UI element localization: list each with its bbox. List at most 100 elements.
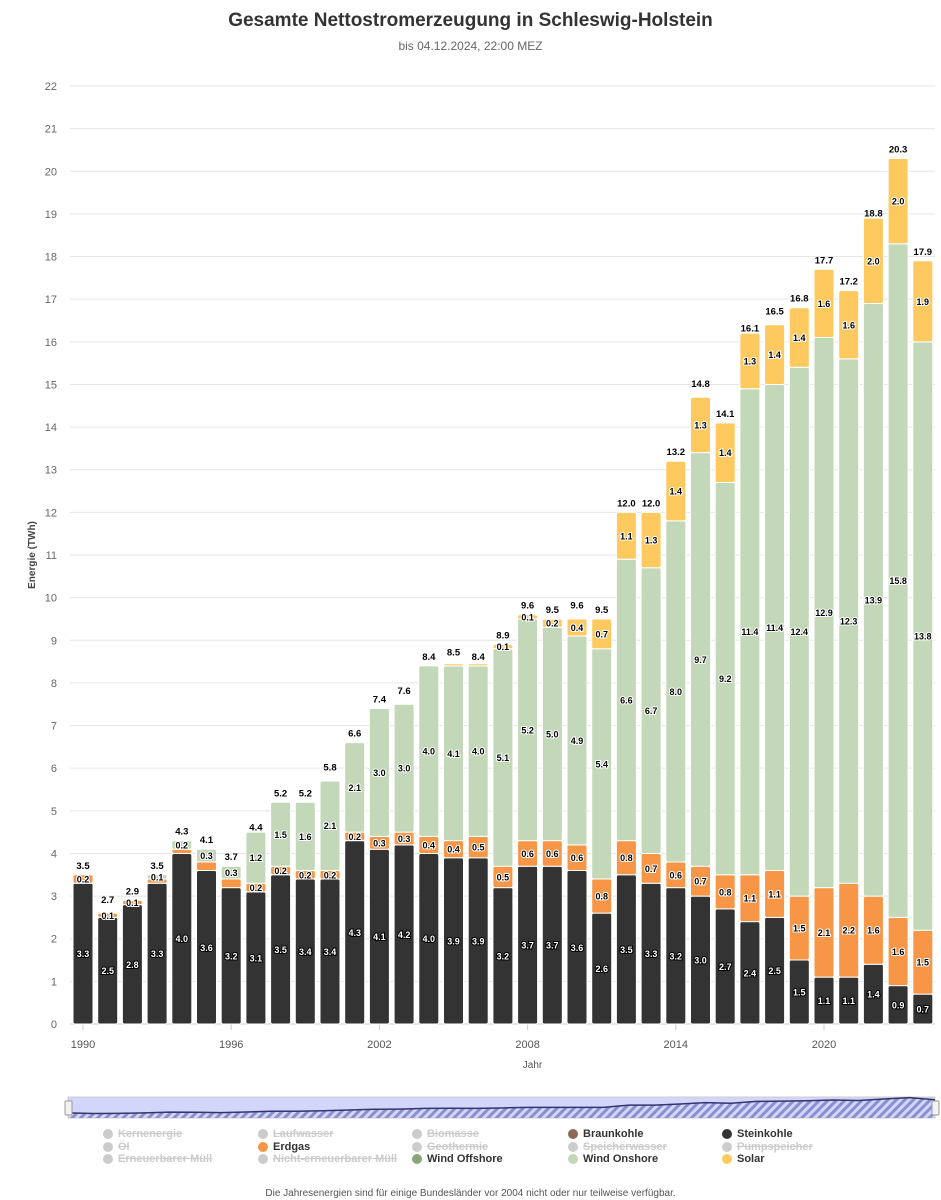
bar-erdgas[interactable]: [220, 878, 242, 889]
legend-item-laufwasser[interactable]: Laufwasser: [258, 1128, 334, 1140]
bar-solar[interactable]: [690, 396, 711, 454]
legend-item-solar[interactable]: Solar: [722, 1153, 765, 1165]
legend-item-nicht-erneuerbarer-müll[interactable]: Nicht-erneuerbarer Müll: [258, 1153, 397, 1165]
bar-wind-onshore[interactable]: [146, 874, 168, 880]
bar-stack-1998[interactable]: 3.5 0.2 1.5 5.2: [270, 788, 292, 1025]
legend-item-geothermie[interactable]: Geothermie: [412, 1141, 488, 1153]
bar-stack-2002[interactable]: 4.1 0.3 3.0 7.4: [368, 694, 390, 1025]
x-axis-label: Jahr: [523, 1060, 543, 1071]
bar-erdgas[interactable]: [72, 874, 94, 884]
total-label: 2.9: [126, 886, 139, 897]
bar-solar[interactable]: [764, 324, 786, 385]
total-label: 17.2: [839, 277, 858, 288]
bar-solar[interactable]: [838, 290, 860, 360]
data-label: 1.1: [768, 889, 781, 899]
legend-item-braunkohle[interactable]: Braunkohle: [568, 1128, 644, 1140]
bar-stack-2006[interactable]: 3.9 0.5 4.0 8.4: [467, 652, 489, 1025]
bar-wind-onshore[interactable]: [171, 840, 193, 850]
bar-stack-2003[interactable]: 4.2 0.3 3.0 7.6: [393, 686, 415, 1025]
bar-solar[interactable]: [714, 422, 736, 484]
bar-wind-onshore[interactable]: [220, 865, 242, 880]
bar-wind-onshore[interactable]: [245, 831, 267, 884]
bar-solar[interactable]: [813, 268, 835, 339]
bar-stack-2005[interactable]: 3.9 0.4 4.1 8.5: [443, 648, 464, 1025]
bar-stack-2014[interactable]: 3.2 0.6 8.0 1.4 13.2: [665, 447, 687, 1025]
bar-solar[interactable]: [665, 460, 687, 522]
bar-stack-2015[interactable]: 3.0 0.7 9.7 1.3 14.8: [690, 379, 711, 1025]
bar-stack-1990[interactable]: 3.3 0.2 3.5: [72, 861, 94, 1025]
bar-stack-2016[interactable]: 2.7 0.8 9.2 1.4 14.1: [714, 409, 736, 1025]
bar-stack-1994[interactable]: 4.0 0.2 4.3: [171, 827, 193, 1025]
bar-stack-1996[interactable]: 3.2 0.3 3.7: [220, 852, 242, 1025]
bar-solar[interactable]: [615, 511, 637, 560]
bar-solar[interactable]: [739, 332, 761, 390]
bar-stack-1993[interactable]: 3.3 0.13.5: [146, 861, 168, 1025]
bar-solar[interactable]: [492, 644, 514, 650]
bar-solar[interactable]: [591, 618, 613, 650]
bar-stack-2017[interactable]: 2.4 1.1 11.4 1.3 16.1: [739, 324, 761, 1025]
legend-item-wind-onshore[interactable]: Wind Onshore: [568, 1153, 658, 1165]
bar-solar[interactable]: [862, 217, 884, 304]
bar-stack-2007[interactable]: 3.2 0.5 5.1 0.18.9: [492, 631, 514, 1025]
bar-wind-onshore[interactable]: [319, 780, 341, 872]
bar-stack-2001[interactable]: 4.3 0.2 2.1 6.6: [344, 729, 366, 1025]
bar-solar[interactable]: [566, 618, 588, 637]
legend-item-biomasse[interactable]: Biomasse: [412, 1128, 479, 1140]
bar-solar[interactable]: [640, 511, 662, 569]
data-label: 3.6: [571, 943, 584, 953]
bar-wind-onshore[interactable]: [393, 703, 415, 833]
bar-stack-2011[interactable]: 2.6 0.8 5.4 0.7 9.5: [591, 605, 613, 1025]
legend-item-kernenergie[interactable]: Kernenergie: [103, 1128, 182, 1140]
bar-stack-2020[interactable]: 1.1 2.1 12.9 1.6 17.7: [813, 255, 835, 1025]
bar-stack-2024[interactable]: 0.7 1.5 13.8 1.9 17.9: [912, 247, 934, 1025]
data-label: 0.2: [299, 870, 312, 880]
legend-item-steinkohle[interactable]: Steinkohle: [722, 1128, 793, 1140]
bar-wind-onshore[interactable]: [196, 848, 217, 863]
bar-solar[interactable]: [788, 307, 810, 368]
bar-solar[interactable]: [517, 614, 539, 620]
legend-item-speicherwasser[interactable]: Speicherwasser: [568, 1141, 667, 1153]
bar-wind-onshore[interactable]: [344, 742, 366, 833]
bar-stack-2018[interactable]: 2.5 1.1 11.4 1.4 16.5: [764, 307, 786, 1025]
bar-erdgas[interactable]: [121, 899, 143, 906]
bar-solar[interactable]: [443, 663, 464, 667]
legend-item-erneuerbarer-müll[interactable]: Erneuerbarer Müll: [103, 1153, 212, 1165]
bar-stack-1995[interactable]: 3.6 0.3 4.1: [196, 835, 217, 1025]
bar-stack-2010[interactable]: 3.6 0.6 4.9 0.4 9.6: [566, 601, 588, 1025]
bar-stack-2023[interactable]: 0.9 1.6 15.8 2.0 20.3: [887, 144, 909, 1025]
navigator[interactable]: [64, 1096, 940, 1119]
navigator-handle[interactable]: [64, 1100, 73, 1116]
data-label: 1.6: [892, 947, 905, 957]
bar-solar[interactable]: [887, 157, 909, 245]
data-label: 1.5: [793, 924, 806, 934]
legend-item-erdgas[interactable]: Erdgas: [258, 1141, 310, 1153]
bar-erdgas[interactable]: [196, 861, 217, 872]
bar-stack-2008[interactable]: 3.7 0.6 5.2 0.19.6: [517, 601, 539, 1025]
bar-stack-2012[interactable]: 3.5 0.8 6.6 1.1 12.0: [615, 498, 637, 1025]
bar-stack-2013[interactable]: 3.3 0.7 6.7 1.3 12.0: [640, 498, 662, 1025]
bar-stack-2000[interactable]: 3.4 0.2 2.1 5.8: [319, 763, 341, 1025]
bar-stack-2021[interactable]: 1.1 2.2 12.3 1.6 17.2: [838, 277, 860, 1025]
bar-stack-1992[interactable]: 2.8 0.12.9: [121, 886, 143, 1025]
bar-stack-2004[interactable]: 4.0 0.4 4.0 8.4: [418, 652, 440, 1025]
legend-item-öl[interactable]: Öl: [103, 1141, 130, 1153]
bar-erdgas[interactable]: [97, 912, 119, 918]
bar-solar[interactable]: [467, 663, 489, 667]
bar-wind-onshore[interactable]: [418, 665, 440, 837]
bar-wind-onshore[interactable]: [270, 801, 292, 867]
bar-stack-2019[interactable]: 1.5 1.5 12.4 1.4 16.8: [788, 294, 810, 1025]
bar-solar[interactable]: [912, 260, 934, 343]
bar-stack-1991[interactable]: 2.5 0.1 2.7: [97, 895, 119, 1025]
data-label: 1.3: [694, 420, 707, 430]
bar-solar[interactable]: [541, 618, 563, 628]
legend-item-wind-offshore[interactable]: Wind Offshore: [412, 1153, 503, 1165]
bar-wind-onshore[interactable]: [368, 707, 390, 837]
navigator-handle[interactable]: [931, 1100, 940, 1116]
data-label: 0.7: [917, 1005, 930, 1015]
bar-stack-1997[interactable]: 3.1 0.2 1.2 4.4: [245, 822, 267, 1025]
bar-stack-2022[interactable]: 1.4 1.6 13.9 2.0 18.8: [862, 208, 884, 1025]
bar-wind-onshore[interactable]: [294, 801, 316, 872]
bar-stack-1999[interactable]: 3.4 0.2 1.6 5.2: [294, 788, 316, 1025]
legend-item-pumpspeicher[interactable]: Pumpspeicher: [722, 1141, 813, 1153]
bar-stack-2009[interactable]: 3.7 0.6 5.0 0.2 9.5: [541, 605, 563, 1025]
